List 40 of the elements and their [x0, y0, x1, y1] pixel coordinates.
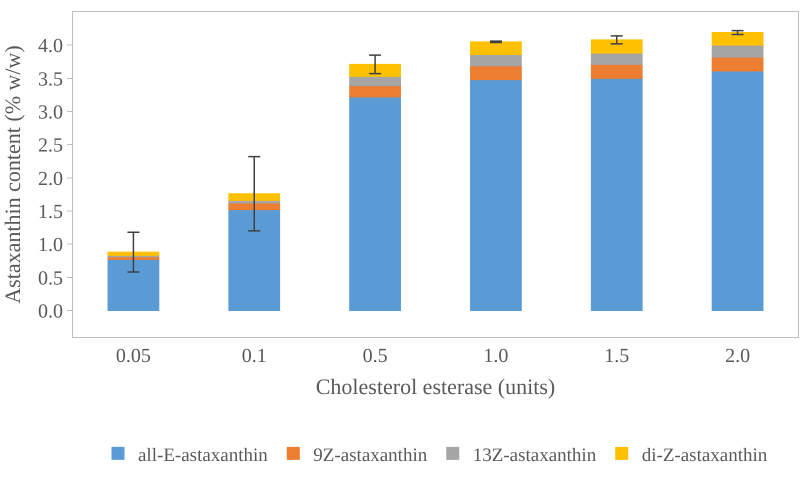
bar	[470, 79, 522, 311]
bar	[108, 258, 160, 311]
bar	[712, 56, 764, 72]
x-tick-label: 0.5	[362, 345, 388, 367]
legend-label: 9Z-astaxanthin	[313, 444, 428, 466]
x-tick-label: 2.0	[725, 345, 750, 367]
bar	[228, 209, 280, 311]
y-tick-label: 2.0	[38, 168, 63, 190]
bar	[590, 52, 643, 65]
bar	[108, 252, 160, 256]
y-tick-label: 2.5	[38, 134, 63, 157]
legend-label: 13Z-astaxanthin	[472, 444, 597, 466]
bar	[470, 41, 522, 55]
y-axis-title: Astaxanthin content (% w/w)	[0, 45, 25, 304]
x-axis-title: Cholesterol esterase (units)	[316, 374, 556, 399]
bar	[470, 65, 522, 80]
bar	[712, 70, 764, 311]
y-tick-label: 0.5	[38, 267, 63, 290]
bar	[349, 85, 401, 98]
x-tick-label: 1.5	[604, 345, 630, 367]
bar	[228, 193, 280, 201]
x-tick-label: 0.05	[116, 345, 151, 367]
bar	[349, 64, 401, 77]
y-tick-label: 3.0	[38, 101, 63, 124]
bar	[712, 32, 764, 46]
bar	[590, 39, 643, 54]
y-tick-label: 3.5	[38, 68, 63, 90]
y-tick-label: 1.5	[38, 200, 63, 223]
x-tick-label: 1.0	[483, 345, 508, 367]
bar	[590, 78, 643, 311]
y-tick-label: 4.0	[38, 35, 63, 58]
y-tick-label: 0.0	[38, 300, 63, 322]
legend-label: di-Z-astaxanthin	[642, 444, 768, 466]
legend-label: all-E-astaxanthin	[138, 444, 268, 466]
bar	[712, 44, 764, 58]
bar	[470, 54, 522, 66]
y-tick-label: 1.0	[38, 234, 63, 256]
bar	[349, 96, 401, 311]
bar	[590, 64, 643, 79]
x-tick-label: 0.1	[242, 345, 267, 367]
